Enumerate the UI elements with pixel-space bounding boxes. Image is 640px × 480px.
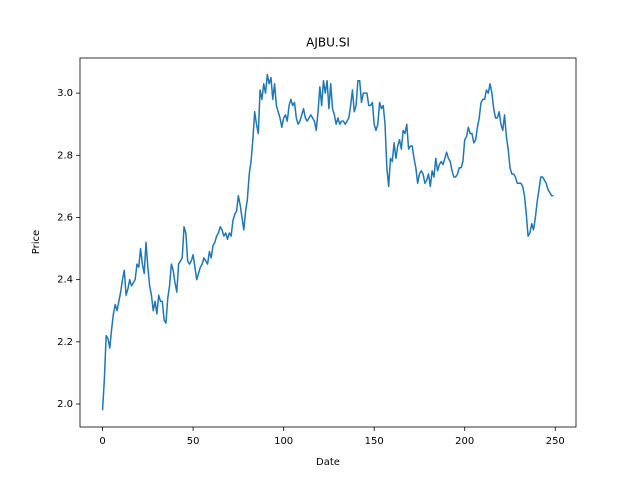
x-tick-label: 100 (274, 436, 293, 447)
y-tick-label: 2.6 (57, 212, 73, 223)
x-tick-label: 150 (365, 436, 384, 447)
x-tick-label: 200 (455, 436, 474, 447)
x-tick-label: 250 (546, 436, 565, 447)
y-axis-label: Price (31, 230, 42, 254)
price-line (101, 73, 554, 411)
x-tick-label: 50 (187, 436, 200, 447)
chart-title: AJBU.SI (306, 36, 350, 50)
y-tick-label: 2.0 (57, 399, 73, 410)
x-axis-label: Date (316, 457, 340, 468)
x-tick-label: 0 (99, 436, 105, 447)
y-tick-label: 2.8 (57, 150, 73, 161)
plot-frame (79, 57, 577, 428)
y-tick-label: 2.2 (57, 337, 73, 348)
y-tick-label: 2.4 (57, 275, 73, 286)
y-tick-label: 3.0 (57, 88, 73, 99)
